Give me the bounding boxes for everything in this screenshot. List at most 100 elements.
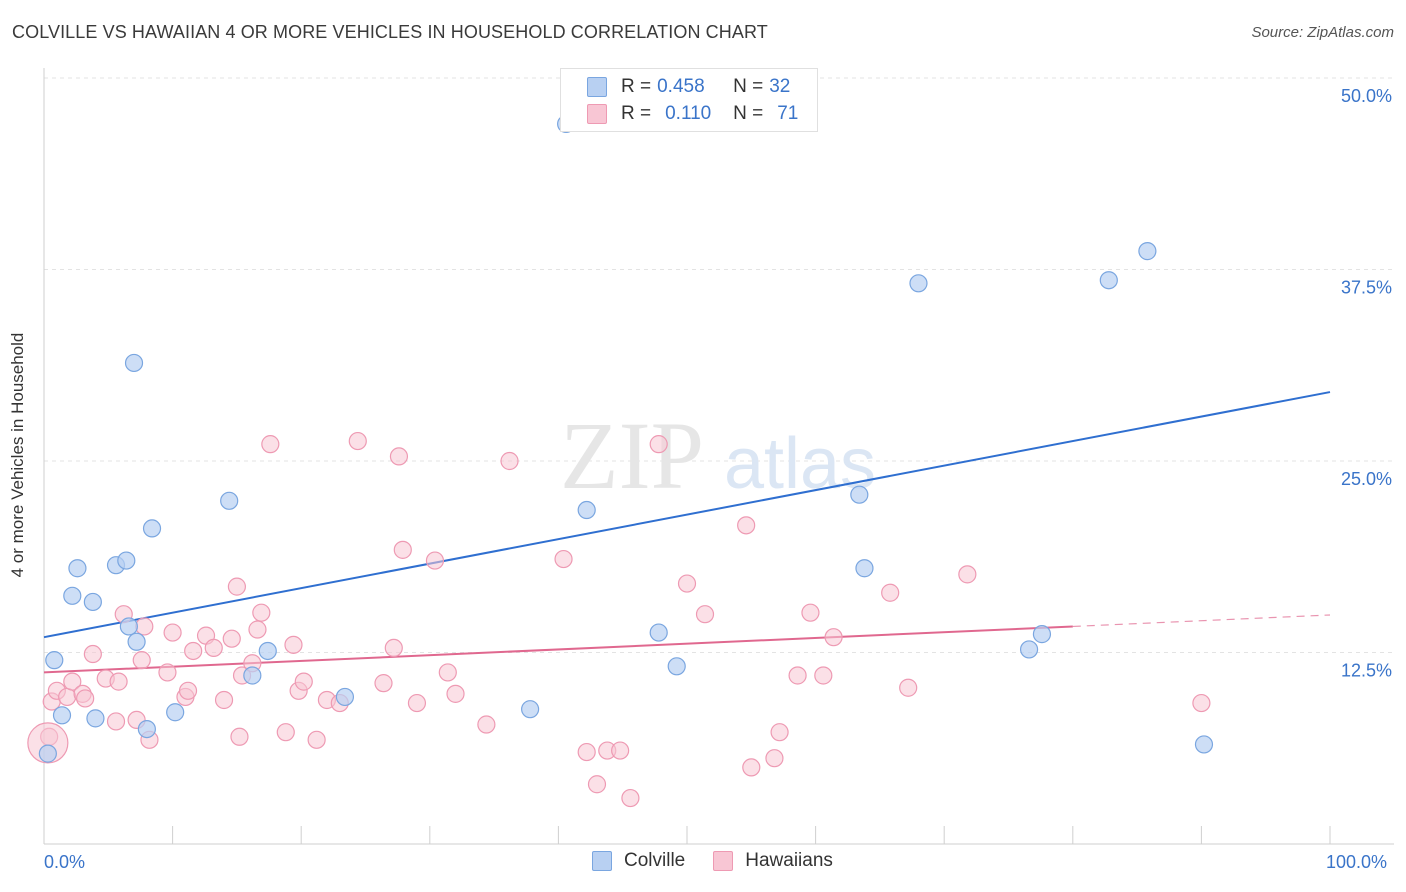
x-tick-max: 100.0% [1326, 852, 1388, 872]
y-tick-label: 50.0% [1341, 86, 1392, 106]
hawaiians-point [801, 603, 820, 622]
hawaiians-point [814, 666, 833, 685]
colville-point [166, 703, 185, 722]
x-tick-min: 0.0% [44, 852, 86, 872]
hawaiians-point [899, 678, 918, 697]
colville-point [117, 551, 136, 570]
hawaiians-point [307, 730, 326, 749]
colville-point [68, 559, 87, 578]
colville-swatch [587, 77, 607, 97]
hawaiians-point [58, 687, 77, 707]
hawaiians-point [384, 638, 403, 658]
y-tick-label: 12.5% [1341, 661, 1392, 681]
hawaiians-legend-label: Hawaiians [745, 850, 833, 871]
hawaiians-trend-extension [1072, 614, 1331, 628]
hawaiians-point [227, 577, 246, 596]
hawaiians-point [294, 672, 313, 691]
hawaiians-point [788, 666, 807, 685]
colville-point [243, 666, 262, 685]
hawaiians-point [742, 758, 761, 777]
hawaiians-point [284, 635, 303, 654]
hawaiians-point [737, 516, 756, 535]
colville-r-label: R = [621, 76, 652, 97]
hawaiians-point [958, 565, 977, 584]
hawaiians-point [677, 574, 697, 593]
hawaiians-swatch [587, 104, 607, 124]
hawaiians-n-label: N = [733, 103, 764, 124]
colville-point [38, 744, 57, 763]
colville-trend-line [43, 391, 1331, 639]
watermark-atlas: atlas [724, 424, 876, 504]
source-label: Source: ZipAtlas.com [1251, 24, 1394, 41]
colville-point [521, 700, 540, 719]
colville-point [83, 592, 102, 612]
colville-point [1194, 735, 1214, 754]
data-points [27, 114, 1214, 808]
hawaiians-point [214, 690, 234, 710]
colville-n-value: 32 [769, 76, 791, 97]
hawaiians-point [587, 775, 607, 794]
hawaiians-point [554, 549, 573, 569]
watermark-zip: ZIP [560, 402, 704, 509]
hawaiians-point [204, 638, 223, 658]
colville-r-value: 0.458 [657, 76, 705, 97]
colville-point [1099, 271, 1118, 290]
hawaiians-n-value: 71 [777, 103, 799, 124]
hawaiians-point [389, 447, 409, 466]
hawaiians-point [348, 431, 367, 451]
trend-lines [43, 391, 1331, 674]
hawaiians-point [425, 551, 445, 570]
legend-item-colville[interactable]: Colville [592, 850, 685, 872]
hawaiians-point [248, 620, 267, 639]
hawaiians-point [695, 605, 715, 624]
hawaiians-point [261, 435, 280, 454]
y-axis-label: 4 or more Vehicles in Household [8, 332, 27, 578]
colville-point [1032, 625, 1052, 644]
hawaiians-point [765, 749, 784, 768]
hawaiians-point [1192, 693, 1211, 713]
correlation-legend: R = 0.458 N = 32 R = 0.110 N = 71 [560, 68, 818, 132]
hawaiians-point [158, 663, 177, 682]
colville-legend-swatch [592, 851, 612, 871]
hawaiians-point [438, 663, 457, 682]
hawaiians-point [135, 617, 154, 636]
hawaiians-point [477, 715, 496, 734]
hawaiians-point [252, 603, 271, 622]
hawaiians-point [577, 742, 596, 762]
grid-lines [44, 77, 1394, 653]
y-tick-label: 37.5% [1341, 278, 1392, 298]
colville-point [119, 617, 138, 636]
legend-item-hawaiians[interactable]: Hawaiians [713, 850, 833, 872]
colville-point [124, 353, 144, 373]
hawaiians-point [83, 644, 102, 664]
hawaiians-point [446, 684, 465, 703]
colville-point [45, 651, 64, 670]
hawaiians-point [621, 788, 640, 808]
y-tick-label: 25.0% [1341, 469, 1392, 489]
colville-point [137, 719, 156, 739]
colville-n-label: N = [733, 76, 764, 97]
hawaiians-legend-swatch [713, 851, 734, 871]
colville-point [86, 709, 105, 728]
colville-point [667, 657, 686, 676]
hawaiians-point [824, 628, 843, 647]
watermark: ZIP atlas [560, 402, 876, 509]
hawaiians-r-label: R = [621, 103, 652, 124]
hawaiians-point [132, 651, 151, 670]
legend-row-hawaiians: R = 0.110 N = 71 [587, 101, 798, 127]
colville-point [909, 274, 928, 293]
hawaiians-point [63, 672, 82, 691]
colville-point [850, 485, 869, 504]
y-tick-labels: 12.5% 25.0% 37.5% 50.0% [1341, 86, 1392, 681]
colville-point [1019, 640, 1039, 659]
colville-point [649, 623, 668, 642]
hawaiians-point [770, 723, 789, 742]
hawaiians-trend-line [43, 625, 1073, 674]
hawaiians-point-cluster [27, 722, 69, 764]
colville-point [335, 687, 355, 707]
colville-point [220, 491, 239, 510]
colville-point [258, 641, 277, 661]
hawaiians-point [230, 727, 249, 746]
hawaiians-point [109, 672, 128, 691]
